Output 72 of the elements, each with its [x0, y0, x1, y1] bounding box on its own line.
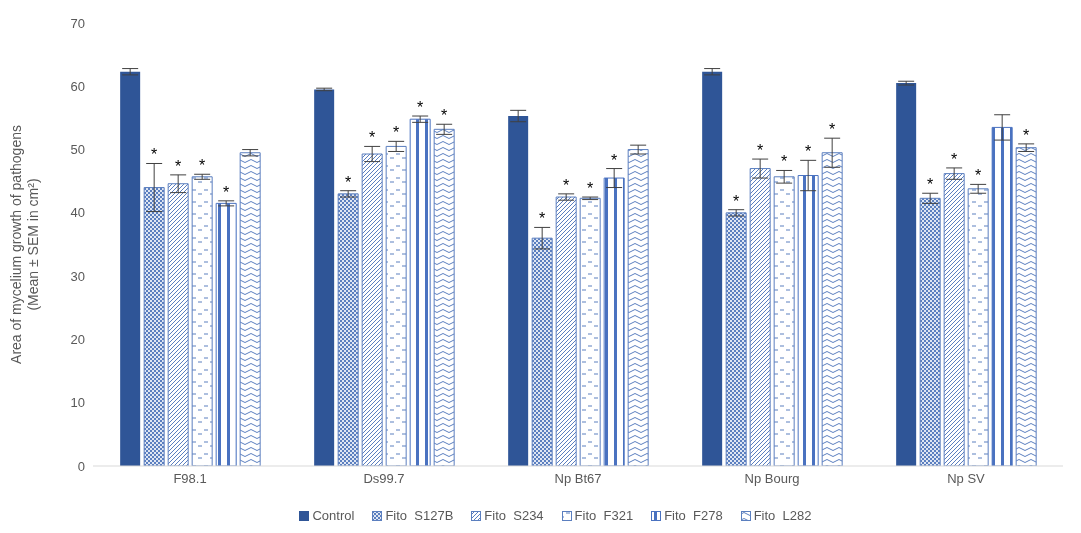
bar: [702, 71, 723, 466]
x-tick-label: Ds99.7: [363, 471, 405, 487]
y-tick-label: 0: [77, 458, 85, 474]
bar: [749, 168, 771, 466]
bar: [143, 187, 165, 466]
bar: [896, 83, 917, 466]
bar: [797, 175, 819, 466]
data-label: *: [587, 180, 594, 198]
data-label: *: [733, 192, 740, 210]
bar: [531, 237, 553, 466]
y-tick-label: 10: [70, 395, 85, 411]
y-tick-label: 70: [70, 15, 85, 31]
bar: [433, 128, 455, 466]
data-label: *: [539, 210, 546, 228]
legend-label: Control: [312, 508, 355, 523]
data-label: *: [345, 173, 352, 191]
bar: [991, 126, 1013, 466]
bar: [215, 202, 237, 466]
bar: [385, 145, 407, 466]
bar: [725, 212, 747, 466]
data-label: *: [441, 107, 448, 125]
data-label: *: [369, 129, 376, 147]
data-label: *: [563, 176, 570, 194]
data-label: *: [829, 121, 836, 139]
bar: [191, 176, 213, 466]
bar: [409, 118, 431, 466]
bar: [314, 89, 335, 466]
y-tick-label: 50: [70, 142, 85, 158]
bar: [579, 197, 601, 466]
legend-label: Fito S127B: [385, 508, 454, 523]
data-label: *: [781, 153, 788, 171]
bar: [773, 176, 795, 466]
data-label: *: [393, 124, 400, 142]
bar: [1015, 147, 1037, 466]
bar: [361, 153, 383, 466]
data-label: *: [1023, 126, 1030, 144]
data-label: *: [151, 146, 158, 164]
x-tick-label: Np SV: [947, 471, 986, 487]
y-tick-label: 60: [70, 78, 85, 94]
y-tick-label: 20: [70, 332, 85, 348]
bar: [167, 183, 189, 466]
y-axis-title: Area of mycelium growth of pathogens (Mean ± SEM in cm²): [8, 125, 41, 364]
data-label: *: [223, 183, 230, 201]
bar: [337, 193, 359, 466]
x-tick-label: F98.1: [173, 471, 207, 487]
bar: [508, 116, 529, 466]
bar: [919, 197, 941, 466]
x-tick-label: Np Bt67: [554, 471, 602, 487]
bar: [627, 149, 649, 466]
y-tick-label: 30: [70, 268, 85, 284]
bar: [239, 152, 261, 466]
data-label: *: [611, 151, 618, 169]
data-label: *: [175, 157, 182, 175]
x-tick-label: Np Bourg: [744, 471, 800, 487]
data-label: *: [757, 142, 764, 160]
bar: [821, 152, 843, 466]
bar: [943, 173, 965, 466]
bar: [120, 71, 141, 466]
legend-label: Fito S234: [484, 508, 544, 523]
legend-label: Fito F321: [574, 508, 634, 523]
data-label: *: [417, 99, 424, 117]
bar: [603, 177, 625, 466]
data-label: *: [951, 150, 958, 168]
legend-label: Fito L282: [753, 508, 812, 523]
data-label: *: [805, 143, 812, 161]
y-tick-label: 40: [70, 205, 85, 221]
legend-label: Fito F278: [664, 508, 723, 523]
data-label: *: [199, 157, 206, 175]
bar: [967, 188, 989, 466]
data-label: *: [927, 176, 934, 194]
data-label: *: [975, 167, 982, 185]
bar: [555, 196, 577, 466]
